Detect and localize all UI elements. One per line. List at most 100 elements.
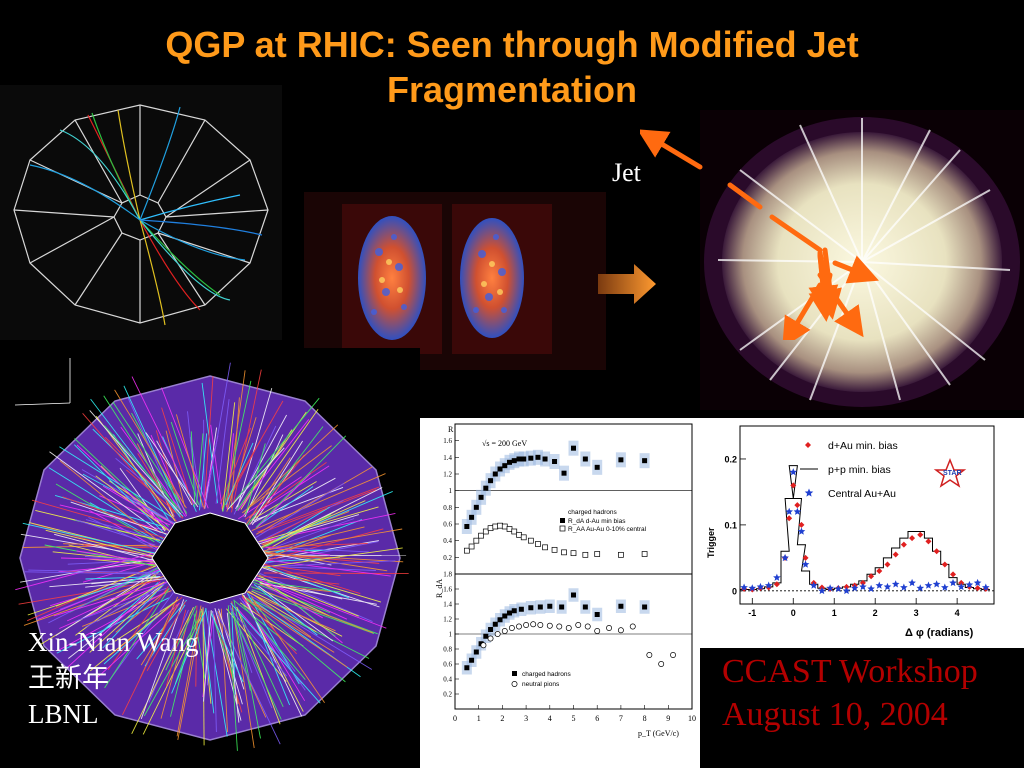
particle-track <box>68 583 164 659</box>
particle-track <box>262 560 396 568</box>
bottom-ytick-label: 1 <box>449 631 453 639</box>
data-point <box>468 543 475 550</box>
particle-track <box>247 593 373 670</box>
particle-track <box>256 486 314 528</box>
data-point <box>786 515 793 522</box>
top-ytick-label: 1.6 <box>443 437 452 445</box>
particle-track <box>103 425 183 514</box>
dphi-xlabel: Δ φ (radians) <box>905 627 974 639</box>
title-line-2: Fragmentation <box>386 69 637 110</box>
particle-track <box>231 610 282 720</box>
particle-track <box>140 599 185 720</box>
workshop-name: CCAST Workshop <box>722 653 978 690</box>
particle-track <box>237 419 310 511</box>
particle-track <box>226 417 257 512</box>
bottom-ytick-label: 0.2 <box>443 691 452 699</box>
particle-track <box>250 440 303 525</box>
data-point <box>891 580 900 588</box>
data-point <box>492 471 498 477</box>
data-point <box>785 507 793 515</box>
particle-track <box>53 581 169 617</box>
particle-track <box>195 605 198 687</box>
particle-track <box>29 522 159 556</box>
data-point <box>801 560 810 568</box>
data-point <box>483 633 489 639</box>
data-point <box>949 578 957 587</box>
transition-arrow-icon <box>598 264 656 304</box>
particle-track <box>165 605 197 671</box>
data-point <box>473 504 479 510</box>
data-point <box>842 586 851 595</box>
dphi-ylabel: Trigger <box>706 527 716 558</box>
data-point <box>876 568 883 575</box>
star-logo-text: STAR <box>943 470 962 477</box>
particle-track <box>90 599 178 672</box>
institution: LBNL <box>28 699 99 729</box>
data-point <box>537 604 543 610</box>
particle-track <box>145 432 199 508</box>
data-point <box>463 547 470 554</box>
data-point <box>764 581 773 589</box>
data-point <box>537 622 544 628</box>
data-point <box>859 582 867 591</box>
data-point <box>617 627 624 634</box>
particle-track <box>219 427 252 505</box>
data-point <box>511 608 517 614</box>
data-point <box>561 470 567 476</box>
data-point <box>909 535 916 542</box>
particle-track <box>161 387 209 509</box>
particle-track <box>260 541 379 565</box>
particle-track <box>20 533 158 558</box>
particle-track <box>242 596 348 668</box>
star-logo-icon: STAR <box>933 457 967 488</box>
data-point <box>530 621 537 628</box>
particle-track <box>27 565 153 622</box>
particle-track <box>75 519 156 546</box>
data-point <box>497 466 503 472</box>
particle-track <box>28 569 158 574</box>
data-point <box>507 610 513 616</box>
data-point <box>487 635 494 642</box>
data-point <box>478 532 484 539</box>
data-point <box>488 478 494 484</box>
data-point <box>925 538 932 545</box>
ytick-label: 0.2 <box>724 454 737 464</box>
legend-item: R_AA Au-Au 0-10% central <box>568 526 647 533</box>
particle-track <box>229 608 287 677</box>
data-point <box>473 537 480 544</box>
xtick-label: 0 <box>453 714 457 723</box>
particle-track <box>263 572 409 575</box>
data-point <box>582 551 589 558</box>
xtick-label: 2 <box>873 608 878 618</box>
data-point <box>516 623 522 630</box>
bottom-ytick-label: 0.4 <box>443 676 452 684</box>
data-point <box>507 459 513 465</box>
legend-item: neutral pions <box>522 681 560 688</box>
particle-track <box>54 533 159 563</box>
detector-jet-event-image <box>0 85 282 340</box>
data-point <box>748 584 757 592</box>
particle-track <box>90 398 181 518</box>
xtick-label: 4 <box>955 608 960 618</box>
data-point <box>958 579 965 586</box>
particle-track <box>102 584 165 649</box>
particle-track <box>236 606 284 707</box>
particle-track <box>245 457 291 525</box>
data-point <box>469 657 475 663</box>
particle-track <box>257 561 361 595</box>
title-line-1: QGP at RHIC: Seen through Modified Jet <box>165 24 859 65</box>
central-auau-event-display <box>0 348 420 768</box>
data-point <box>618 551 624 558</box>
particle-track <box>214 608 243 705</box>
particle-track <box>202 607 205 746</box>
data-point <box>642 458 648 464</box>
particle-track <box>256 473 311 529</box>
particle-track <box>256 466 373 535</box>
xtick-label: 1 <box>832 608 837 618</box>
data-point <box>658 661 665 667</box>
data-point <box>582 456 588 462</box>
top-ytick-label: 1 <box>449 487 453 495</box>
data-point <box>473 649 479 655</box>
dphi-correlation-plot: Trigger Δ φ (radians) STAR d+Au min. bia… <box>700 418 1024 648</box>
particle-track <box>161 407 194 506</box>
